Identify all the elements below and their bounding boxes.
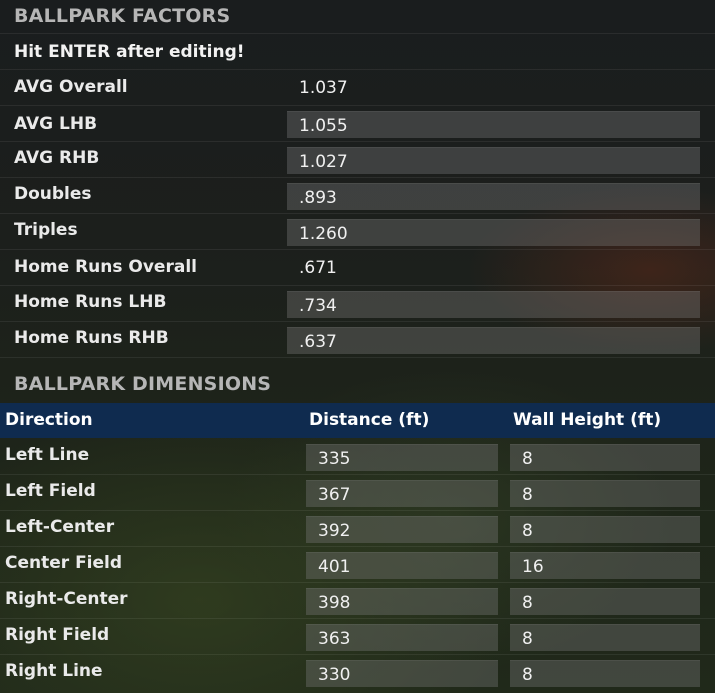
- ballpark-factors-title: BALLPARK FACTORS: [0, 0, 715, 34]
- table-row: Left Field 367 8: [0, 475, 715, 511]
- column-header-wall-height: Wall Height (ft): [513, 410, 662, 430]
- factor-row-avg-lhb: AVG LHB 1.055: [0, 106, 715, 142]
- edit-hint: Hit ENTER after editing!: [0, 34, 715, 70]
- column-header-distance: Distance (ft): [309, 410, 430, 430]
- factor-label: Home Runs LHB: [14, 292, 167, 312]
- distance-input[interactable]: 330: [306, 660, 498, 687]
- factor-input-triples[interactable]: 1.260: [287, 219, 700, 246]
- wall-height-input[interactable]: 8: [510, 660, 700, 687]
- factor-label: Doubles: [14, 184, 92, 204]
- wall-height-input[interactable]: 16: [510, 552, 700, 579]
- factor-value: 1.037: [299, 78, 348, 98]
- direction-label: Right-Center: [5, 589, 128, 609]
- wall-height-input[interactable]: 8: [510, 624, 700, 651]
- direction-label: Left Field: [5, 481, 96, 501]
- distance-input[interactable]: 398: [306, 588, 498, 615]
- factor-input-avg-rhb[interactable]: 1.027: [287, 147, 700, 174]
- factor-label: Home Runs RHB: [14, 328, 169, 348]
- table-row: Right Field 363 8: [0, 619, 715, 655]
- wall-height-input[interactable]: 8: [510, 516, 700, 543]
- table-row: Left-Center 392 8: [0, 511, 715, 547]
- distance-input[interactable]: 401: [306, 552, 498, 579]
- direction-label: Right Line: [5, 661, 103, 681]
- distance-input[interactable]: 335: [306, 444, 498, 471]
- factor-label: AVG RHB: [14, 148, 100, 168]
- factor-label: AVG Overall: [14, 77, 128, 97]
- table-row: Right-Center 398 8: [0, 583, 715, 619]
- factor-row-doubles: Doubles .893: [0, 178, 715, 214]
- table-row: Right Line 330 8: [0, 655, 715, 693]
- factor-row-avg-overall: AVG Overall 1.037: [0, 70, 715, 106]
- factor-value: .671: [299, 258, 337, 278]
- factor-label: AVG LHB: [14, 114, 98, 134]
- factor-row-hr-overall: Home Runs Overall .671: [0, 250, 715, 286]
- factor-label: Home Runs Overall: [14, 257, 197, 277]
- distance-input[interactable]: 392: [306, 516, 498, 543]
- distance-input[interactable]: 363: [306, 624, 498, 651]
- factor-input-doubles[interactable]: .893: [287, 183, 700, 210]
- factor-row-hr-lhb: Home Runs LHB .734: [0, 286, 715, 322]
- factor-input-hr-lhb[interactable]: .734: [287, 291, 700, 318]
- factor-row-avg-rhb: AVG RHB 1.027: [0, 142, 715, 178]
- factor-label: Triples: [14, 220, 78, 240]
- factor-input-hr-rhb[interactable]: .637: [287, 327, 700, 354]
- direction-label: Left-Center: [5, 517, 115, 537]
- direction-label: Center Field: [5, 553, 123, 573]
- column-header-direction: Direction: [5, 410, 93, 430]
- table-row: Left Line 335 8: [0, 439, 715, 475]
- table-row: Center Field 401 16: [0, 547, 715, 583]
- direction-label: Right Field: [5, 625, 110, 645]
- wall-height-input[interactable]: 8: [510, 480, 700, 507]
- distance-input[interactable]: 367: [306, 480, 498, 507]
- wall-height-input[interactable]: 8: [510, 588, 700, 615]
- ballpark-dimensions-title: BALLPARK DIMENSIONS: [14, 373, 272, 395]
- dimensions-table-header: Direction Distance (ft) Wall Height (ft): [0, 403, 715, 438]
- factor-input-avg-lhb[interactable]: 1.055: [287, 111, 700, 138]
- wall-height-input[interactable]: 8: [510, 444, 700, 471]
- direction-label: Left Line: [5, 445, 90, 465]
- factor-row-hr-rhb: Home Runs RHB .637: [0, 322, 715, 358]
- factor-row-triples: Triples 1.260: [0, 214, 715, 250]
